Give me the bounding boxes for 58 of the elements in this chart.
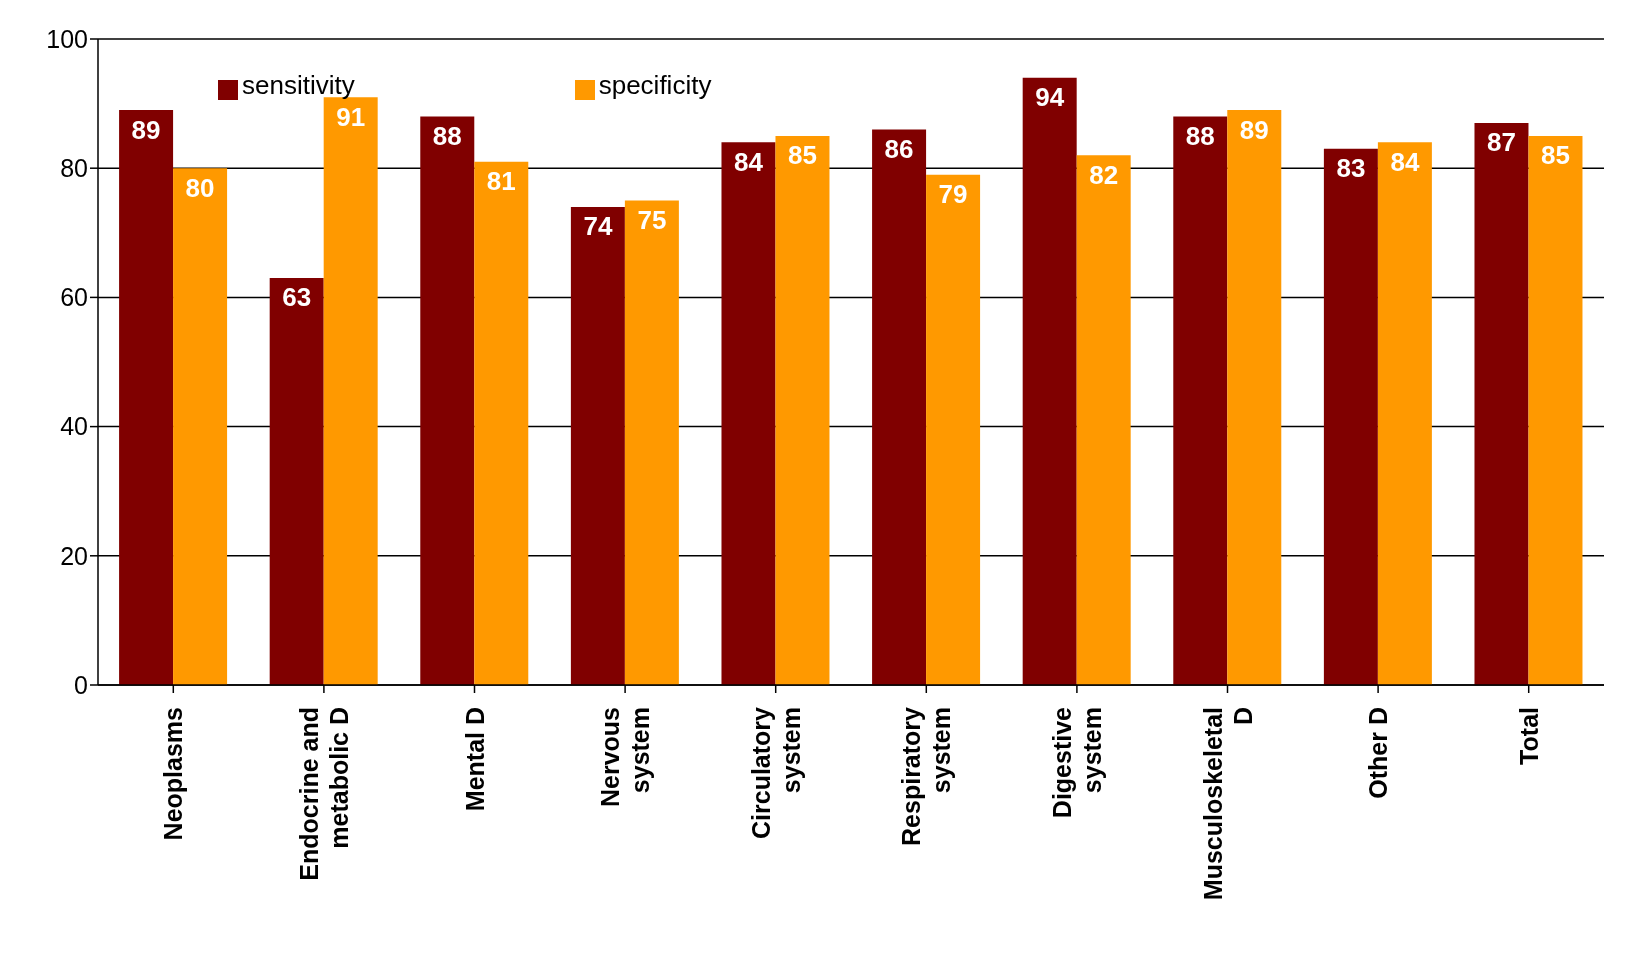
data-label: 89 [1239, 114, 1269, 145]
data-label: 86 [884, 133, 914, 164]
bar [1528, 135, 1583, 685]
data-label: 83 [1336, 153, 1366, 184]
x-tick-label: Respiratory system [897, 706, 956, 846]
data-label: 82 [1089, 159, 1119, 190]
x-tick-label: Digestive system [1047, 706, 1106, 819]
y-tick-label: 40 [60, 412, 88, 441]
y-tick-label: 0 [74, 670, 88, 699]
bar [1022, 77, 1077, 685]
bar [872, 129, 927, 685]
data-label: 94 [1035, 82, 1065, 113]
data-label: 88 [1185, 120, 1215, 151]
legend-label: sensitivity [242, 70, 355, 100]
y-tick-label: 80 [60, 154, 88, 183]
data-label: 79 [938, 179, 968, 210]
x-tick-label: Circulatory system [746, 706, 805, 839]
x-tick-label: Mental D [460, 707, 489, 812]
bar [119, 110, 174, 685]
x-tick-label: Other D [1364, 707, 1393, 799]
data-label: 87 [1487, 127, 1516, 158]
y-tick-label: 100 [46, 24, 88, 53]
bar [173, 168, 228, 685]
data-label: 75 [637, 204, 667, 235]
x-tick-label: Endocrine and metabolic D [294, 707, 353, 881]
data-label: 74 [583, 211, 613, 242]
bar [570, 206, 625, 685]
bar [624, 200, 679, 685]
data-label: 84 [734, 146, 764, 177]
bar [269, 278, 324, 685]
data-label: 88 [432, 120, 462, 151]
data-label: 85 [1541, 140, 1570, 171]
bar [926, 174, 981, 685]
x-tick-label: Musculoskeletal D [1198, 707, 1257, 901]
bar [474, 161, 529, 685]
y-tick-label: 60 [60, 283, 88, 312]
data-label: 91 [336, 101, 366, 132]
bar [1076, 155, 1131, 685]
y-tick-label: 20 [60, 541, 88, 570]
data-label: 63 [282, 282, 312, 313]
x-tick-label: Nervous system [596, 707, 655, 808]
x-tick-label: Neoplasms [159, 707, 188, 841]
bar [721, 142, 776, 685]
bar [775, 135, 830, 685]
bar [1173, 116, 1228, 685]
legend-label: specificity [598, 70, 712, 100]
data-label: 85 [788, 140, 817, 171]
data-label: 84 [1390, 146, 1420, 177]
bar [420, 116, 475, 685]
bar [1377, 142, 1432, 685]
bar [1474, 122, 1529, 685]
bar [1227, 110, 1282, 685]
data-label: 80 [185, 172, 215, 203]
data-label: 81 [486, 166, 516, 197]
bar [323, 97, 378, 685]
data-label: 89 [131, 114, 161, 145]
bar [1323, 148, 1378, 685]
x-tick-label: Total [1514, 707, 1543, 765]
